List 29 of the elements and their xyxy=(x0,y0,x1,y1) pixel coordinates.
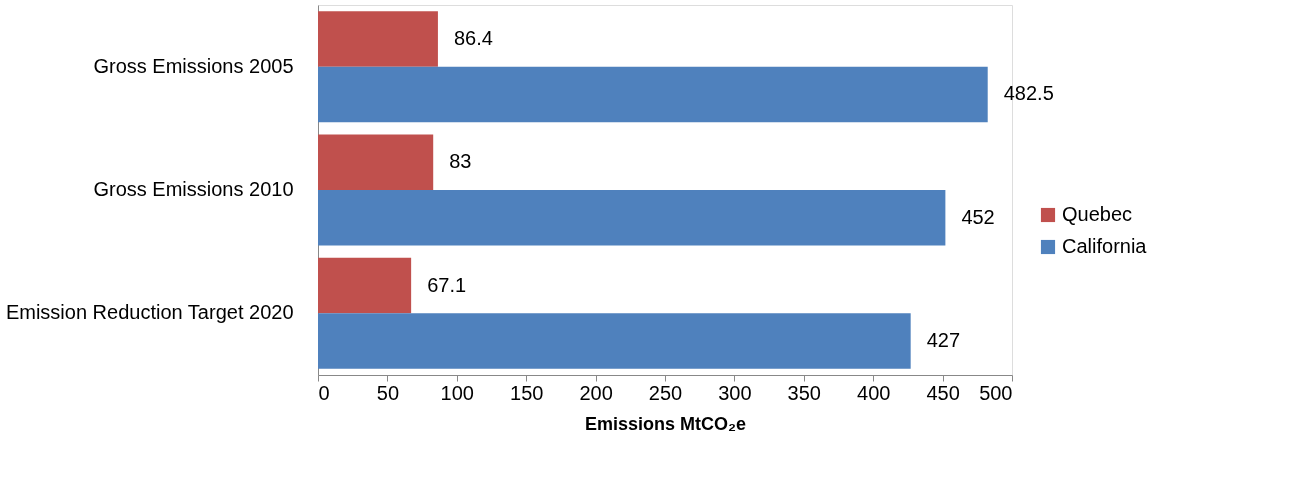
x-tick-label: 500 xyxy=(979,381,1013,404)
data-label: 427 xyxy=(926,329,961,352)
bar xyxy=(318,66,988,123)
legend-label: Quebec xyxy=(1062,203,1133,225)
y-tick-label: Gross Emissions 2010 xyxy=(93,178,294,200)
x-tick-label: 350 xyxy=(787,381,821,404)
x-tick-label: 200 xyxy=(579,381,613,404)
x-tick-label: 400 xyxy=(857,381,891,404)
bar xyxy=(318,313,911,369)
data-label: 83 xyxy=(449,150,472,173)
x-tick-label: 300 xyxy=(718,381,752,404)
x-tick-label: 0 xyxy=(318,381,330,404)
x-tick-label: 150 xyxy=(510,381,544,404)
bar xyxy=(318,257,412,314)
data-label: 67.1 xyxy=(427,273,467,296)
y-tick-label: Gross Emissions 2005 xyxy=(93,54,294,77)
data-label: 452 xyxy=(961,205,995,228)
bar xyxy=(318,11,438,67)
bar xyxy=(318,190,946,246)
legend-label: California xyxy=(1062,235,1148,257)
bar xyxy=(318,134,434,190)
x-axis-title: Emissions MtCO₂e xyxy=(584,413,747,434)
x-tick-label: 450 xyxy=(926,381,960,404)
x-tick-label: 100 xyxy=(440,381,474,404)
x-tick-label: 50 xyxy=(376,381,400,404)
data-label: 482.5 xyxy=(1003,82,1054,105)
x-tick-label: 250 xyxy=(648,381,683,404)
data-label: 86.4 xyxy=(453,26,493,49)
y-tick-label: Emission Reduction Target 2020 xyxy=(5,301,294,324)
